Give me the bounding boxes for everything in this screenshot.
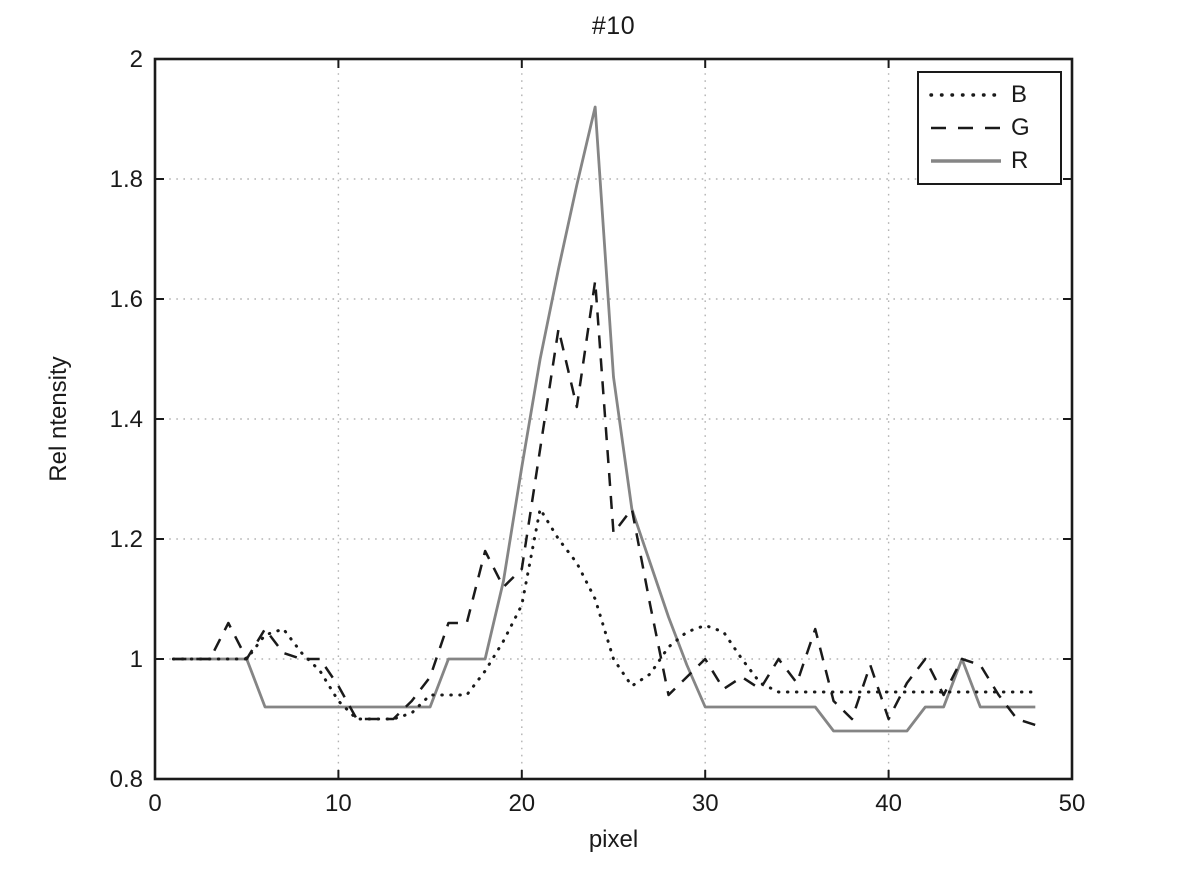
y-tick-label: 1.4 [110,406,143,433]
legend-label-r: R [1011,146,1029,174]
legend-label-b: B [1011,81,1028,109]
dashed-line-sample [931,126,1001,130]
y-tick-label: 0.8 [110,766,143,793]
y-tick-label: 1 [130,646,143,673]
y-axis-label: Rel ntensity [45,356,72,482]
series-R-line [173,105,1036,733]
y-tick-label: 1.2 [110,526,143,553]
y-tick-label: 2 [130,46,143,73]
x-tick-label: 30 [692,790,719,817]
x-tick-label: 0 [148,790,161,817]
legend-box: B G R [917,71,1062,185]
series-G-line [173,279,1036,727]
x-tick-label: 40 [875,790,902,817]
legend-entry-B: B [919,83,1060,107]
x-tick-label: 10 [325,790,352,817]
dotted-line-sample [929,93,1003,98]
x-tick-label: 50 [1059,790,1086,817]
y-tick-label: 1.8 [110,166,143,193]
legend-label-g: G [1011,113,1030,141]
legend-entry-R: R [919,146,1060,174]
solid-line-sample [931,158,1001,163]
x-axis-label: pixel [588,826,639,853]
y-tick-label: 1.6 [110,286,143,313]
legend-entry-G: G [919,113,1060,141]
plot-title: #10 [591,12,636,40]
x-tick-label: 20 [508,790,535,817]
